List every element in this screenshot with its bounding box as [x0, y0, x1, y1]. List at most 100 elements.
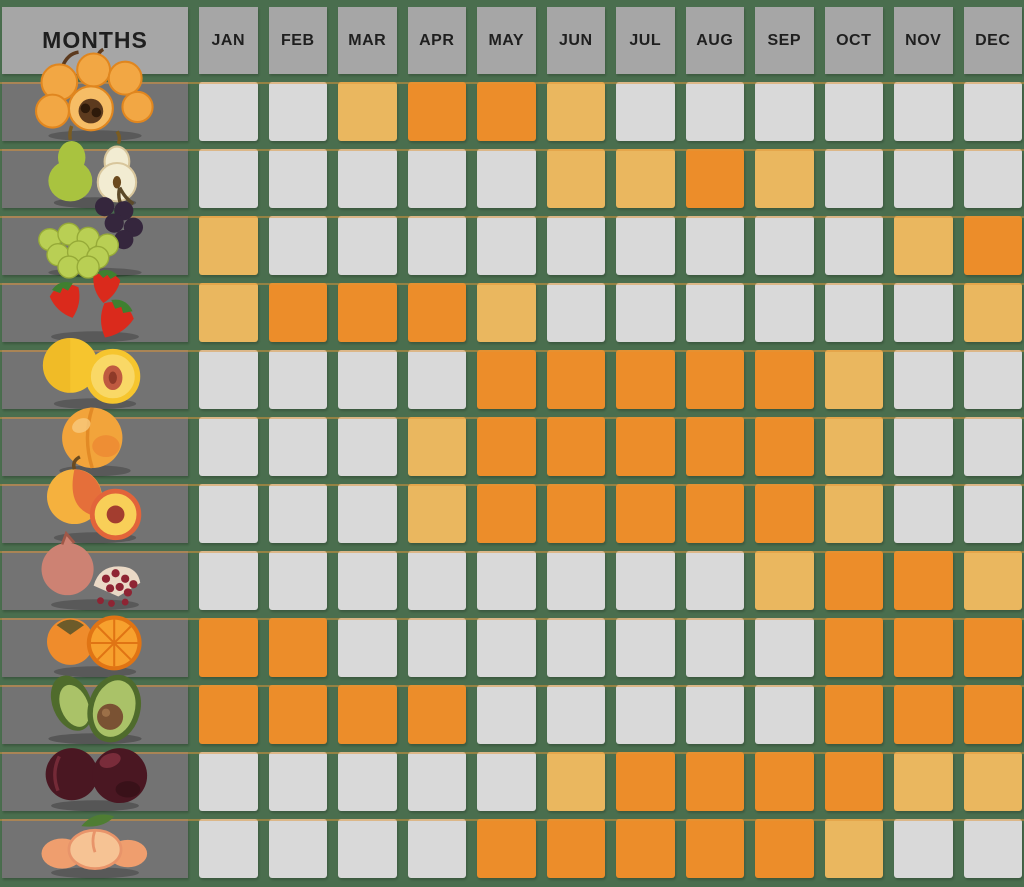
season-cell — [407, 618, 466, 677]
season-cell — [894, 350, 953, 409]
season-cell — [894, 417, 953, 476]
season-cell — [963, 216, 1022, 275]
season-cell — [685, 819, 744, 878]
season-cell — [685, 82, 744, 141]
season-cell — [546, 216, 605, 275]
season-cell — [268, 283, 327, 342]
season-cell — [685, 685, 744, 744]
fruit-row-peach — [0, 455, 1024, 544]
plum-icon — [2, 748, 188, 812]
season-cell — [894, 819, 953, 878]
season-cell — [407, 685, 466, 744]
season-cell — [199, 350, 258, 409]
season-cell — [963, 417, 1022, 476]
season-cell — [894, 685, 953, 744]
season-cell — [685, 484, 744, 543]
season-cell — [477, 82, 536, 141]
months-header-row: MONTHS JAN FEB MAR APR MAY JUN JUL AUG SEP OCT NOV… — [0, 7, 1024, 74]
season-cell — [338, 752, 397, 811]
fruit-row-apricot — [0, 407, 1024, 477]
fruit-row-persimmon — [0, 615, 1024, 678]
season-cell — [268, 551, 327, 610]
season-cell — [338, 484, 397, 543]
season-cell — [407, 283, 466, 342]
fruit-row-pomegranate — [0, 530, 1024, 611]
season-cell — [477, 283, 536, 342]
season-cell — [268, 417, 327, 476]
season-cell — [824, 685, 883, 744]
season-cell — [407, 752, 466, 811]
season-cell — [268, 819, 327, 878]
season-cell — [546, 752, 605, 811]
season-cell — [755, 752, 814, 811]
fruit-row-avocado — [0, 674, 1024, 745]
season-cell — [824, 417, 883, 476]
avocado-icon — [2, 674, 188, 745]
season-cell — [963, 82, 1022, 141]
season-cell — [407, 484, 466, 543]
season-cell — [199, 283, 258, 342]
season-cell — [338, 82, 397, 141]
season-cell — [755, 618, 814, 677]
season-cell — [755, 417, 814, 476]
season-cell — [477, 484, 536, 543]
season-cell — [616, 216, 675, 275]
season-cell — [685, 618, 744, 677]
season-cell — [407, 82, 466, 141]
season-cell — [616, 618, 675, 677]
season-cell — [407, 819, 466, 878]
month-header-apr: APR — [407, 7, 466, 74]
season-cell — [963, 283, 1022, 342]
season-cell — [963, 149, 1022, 208]
persimmon-icon — [2, 615, 188, 678]
season-cell — [824, 819, 883, 878]
season-cell — [894, 484, 953, 543]
season-cell — [546, 283, 605, 342]
season-cell — [338, 819, 397, 878]
season-cell — [894, 149, 953, 208]
season-cell — [338, 283, 397, 342]
season-cell — [685, 149, 744, 208]
season-cell — [755, 216, 814, 275]
season-cell — [407, 350, 466, 409]
season-cell — [477, 819, 536, 878]
season-cell — [824, 752, 883, 811]
season-cell — [755, 551, 814, 610]
season-cell — [546, 82, 605, 141]
season-cell — [199, 417, 258, 476]
season-cell — [199, 82, 258, 141]
season-cell — [199, 149, 258, 208]
season-grid — [0, 47, 1024, 879]
fruit-row-pear — [0, 125, 1024, 209]
strawberry-icon — [2, 269, 188, 343]
season-cell — [685, 752, 744, 811]
season-cell — [268, 618, 327, 677]
fruit-row-grapes — [0, 186, 1024, 279]
season-cell — [755, 350, 814, 409]
season-cell — [894, 283, 953, 342]
season-cell — [963, 819, 1022, 878]
season-cell — [824, 618, 883, 677]
season-cell — [338, 551, 397, 610]
season-cell — [199, 484, 258, 543]
season-cell — [338, 685, 397, 744]
season-cell — [824, 149, 883, 208]
season-cell — [616, 551, 675, 610]
season-cell — [407, 551, 466, 610]
month-header-aug: AUG — [685, 7, 744, 74]
season-cell — [685, 551, 744, 610]
season-cell — [546, 417, 605, 476]
month-header-jun: JUN — [546, 7, 605, 74]
season-cell — [616, 484, 675, 543]
pear-icon — [2, 125, 188, 209]
month-header-jan: JAN — [199, 7, 258, 74]
season-cell — [477, 350, 536, 409]
season-cell — [685, 350, 744, 409]
fruit-row-yellow-peach — [0, 337, 1024, 410]
season-cell — [338, 149, 397, 208]
season-cell — [546, 685, 605, 744]
season-cell — [477, 216, 536, 275]
month-header-nov: NOV — [894, 7, 953, 74]
season-cell — [616, 82, 675, 141]
